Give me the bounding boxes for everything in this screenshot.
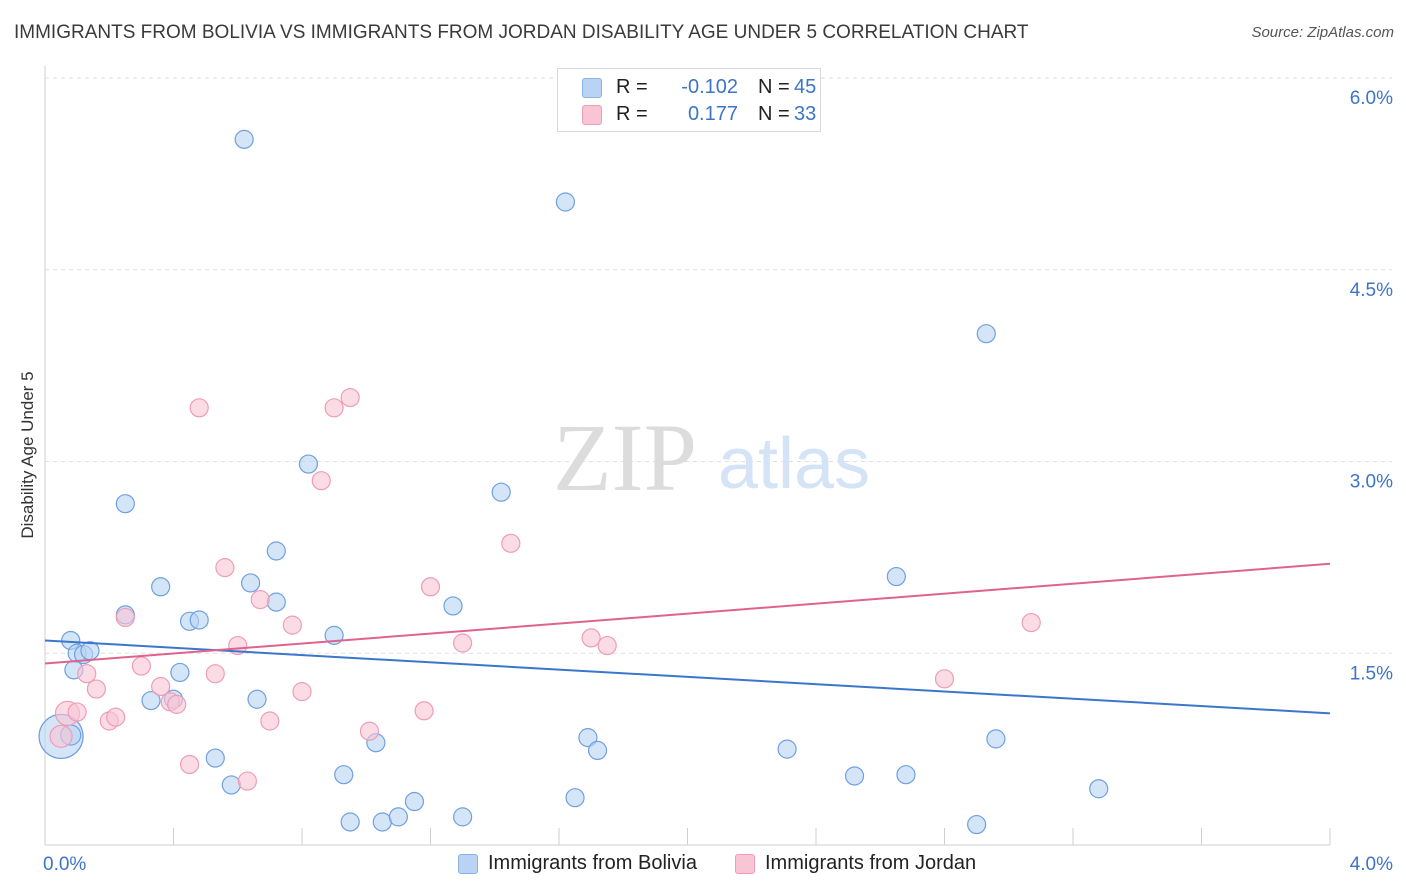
jordan-point: [167, 694, 187, 714]
bolivia-trend-line: [44, 639, 1331, 715]
trend-lines: [44, 562, 1331, 715]
jordan-point: [205, 664, 225, 684]
bolivia-point: [976, 324, 996, 344]
legend-n-value: 45: [794, 76, 817, 98]
jordan-point: [86, 679, 107, 699]
bottom-legend-swatch-bolivia: [458, 854, 478, 874]
bolivia-point: [115, 494, 135, 514]
source-label: Source: ZipAtlas.com: [1251, 24, 1394, 41]
bolivia-point: [298, 454, 319, 474]
jordan-point: [324, 398, 344, 418]
bottom-legend-label-jordan: Immigrants from Jordan: [765, 852, 977, 874]
legend-n-value: 33: [794, 103, 817, 125]
jordan-point: [453, 633, 473, 653]
jordan-point: [106, 707, 126, 727]
bottom-legend-label-bolivia: Immigrants from Bolivia: [488, 852, 697, 874]
bolivia-point: [266, 592, 286, 612]
jordan-point: [67, 702, 87, 722]
bolivia-point: [151, 577, 171, 597]
y-tick-label: 4.5%: [1350, 280, 1393, 301]
bolivia-point: [388, 807, 408, 827]
jordan-point: [311, 471, 331, 491]
bolivia-point: [141, 690, 161, 711]
jordan-point: [131, 656, 151, 676]
x-tick-label: 4.0%: [1350, 854, 1393, 875]
jordan-point: [179, 754, 200, 775]
watermark-zip: ZIP: [553, 404, 697, 511]
jordan-point: [215, 558, 235, 578]
legend-r-value: 0.177: [687, 103, 738, 125]
bolivia-point: [80, 641, 100, 661]
legend-r-label: R =: [616, 103, 648, 125]
jordan-point: [414, 701, 434, 721]
y-tick-label: 6.0%: [1350, 88, 1393, 109]
jordan-point: [49, 724, 73, 748]
jordan-point: [420, 577, 441, 597]
bolivia-point: [896, 765, 916, 785]
bottom-legend-swatch-jordan: [735, 854, 755, 874]
jordan-point: [260, 711, 280, 731]
bolivia-point: [221, 775, 241, 795]
jordan-point: [934, 669, 955, 689]
jordan-point: [115, 607, 135, 628]
bolivia-point: [266, 541, 286, 561]
bolivia-point: [170, 662, 190, 683]
jordan-point: [151, 676, 171, 697]
bolivia-point: [443, 596, 463, 616]
watermark-atlas: atlas: [718, 424, 870, 504]
bolivia-point: [404, 791, 425, 812]
axes: [44, 66, 1331, 846]
jordan-point: [597, 635, 617, 656]
jordan-point: [228, 635, 248, 656]
gridlines: [45, 77, 1392, 654]
correlation-legend: R = -0.102 N = 45 R = 0.177 N = 33: [557, 68, 821, 132]
jordan-point: [359, 721, 380, 741]
y-tick-label: 1.5%: [1350, 663, 1393, 684]
legend-n-label: N =: [758, 103, 790, 125]
bolivia-point: [1089, 779, 1109, 799]
bolivia-point: [555, 192, 576, 212]
legend-r-value: -0.102: [681, 76, 738, 98]
legend-swatch-bolivia: [582, 78, 602, 98]
bolivia-point: [247, 689, 267, 709]
jordan-point: [501, 533, 521, 553]
watermark: ZIP atlas: [553, 404, 870, 511]
jordan-point: [292, 681, 312, 702]
legend-r-label: R =: [616, 76, 648, 98]
jordan-point: [189, 398, 209, 418]
bolivia-point: [844, 766, 865, 786]
bolivia-point: [334, 765, 354, 785]
bolivia-point: [886, 566, 906, 587]
tick-labels: 1.5% 3.0% 4.5% 6.0% 0.0% 4.0%: [43, 88, 1393, 875]
jordan-point: [237, 771, 257, 791]
chart-title: IMMIGRANTS FROM BOLIVIA VS IMMIGRANTS FR…: [14, 22, 1029, 43]
jordan-point: [77, 664, 97, 684]
bolivia-point: [986, 729, 1006, 749]
jordan-point: [250, 589, 270, 610]
bolivia-point: [967, 814, 987, 835]
bolivia-point: [453, 807, 473, 827]
bolivia-point: [205, 748, 225, 768]
jordan-point: [581, 628, 601, 648]
bolivia-point: [587, 740, 608, 761]
bolivia-point: [234, 129, 254, 149]
jordan-point: [282, 615, 302, 635]
bolivia-point: [340, 812, 360, 832]
jordan-trend-line: [44, 562, 1331, 665]
legend-swatch-jordan: [582, 105, 602, 125]
x-tick-label: 0.0%: [43, 854, 86, 875]
bolivia-point: [565, 788, 585, 808]
jordan-point: [340, 387, 360, 408]
bolivia-point: [578, 728, 598, 748]
bolivia-point: [372, 812, 392, 832]
y-tick-label: 3.0%: [1350, 472, 1393, 493]
bolivia-point: [189, 610, 209, 630]
data-points: [38, 129, 1109, 835]
bolivia-point: [777, 739, 797, 759]
legend-n-label: N =: [758, 76, 790, 98]
bolivia-point: [491, 482, 511, 502]
bolivia-point: [241, 573, 261, 593]
jordan-point: [1021, 612, 1041, 633]
